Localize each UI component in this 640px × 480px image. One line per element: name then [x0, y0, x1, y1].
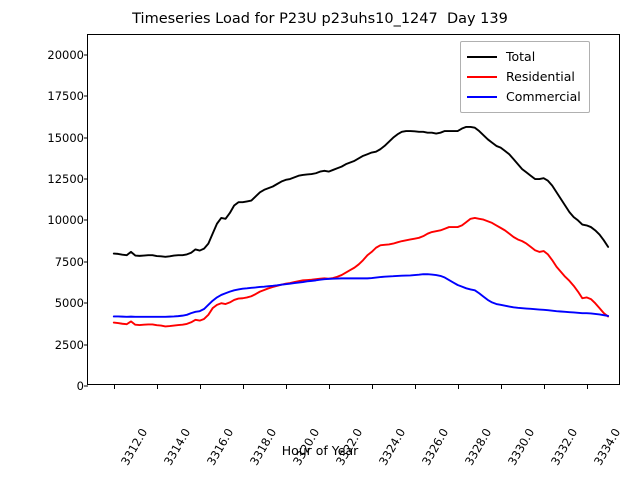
- y-tick-label: 10000: [47, 213, 84, 228]
- x-tick-mark: [457, 384, 459, 389]
- y-tick-mark: [83, 344, 88, 346]
- series-line-total: [112, 125, 610, 258]
- legend-swatch-residential-icon: [467, 76, 497, 78]
- legend-item-residential: Residential: [467, 67, 581, 87]
- y-tick-label: 2500: [54, 337, 84, 352]
- x-tick-mark: [586, 384, 588, 389]
- legend-item-total: Total: [467, 47, 581, 67]
- plot-lines: [112, 125, 610, 328]
- y-tick-mark: [83, 219, 88, 221]
- y-tick-label: 5000: [54, 296, 84, 311]
- y-tick-label: 20000: [47, 47, 84, 62]
- y-tick-label: 7500: [54, 254, 84, 269]
- series-line-residential: [112, 216, 610, 328]
- legend-swatch-total-icon: [467, 56, 497, 58]
- x-tick-mark: [371, 384, 373, 389]
- legend-label: Residential: [506, 68, 575, 84]
- legend-label: Commercial: [506, 88, 581, 104]
- y-tick-mark: [83, 178, 88, 180]
- legend-swatch-commercial-icon: [467, 96, 497, 98]
- chart-legend: Total Residential Commercial: [460, 41, 590, 113]
- legend-label: Total: [506, 48, 536, 64]
- y-tick-label: 0: [76, 379, 84, 393]
- y-tick-mark: [83, 95, 88, 97]
- series-line-commercial: [112, 273, 610, 318]
- y-tick-label: 15000: [47, 130, 84, 145]
- x-tick-mark: [543, 384, 545, 389]
- y-tick-mark: [83, 385, 88, 387]
- y-tick-label: 12500: [47, 172, 84, 187]
- chart-title: Timeseries Load for P23U p23uhs10_1247 D…: [132, 11, 508, 27]
- x-tick-mark: [199, 384, 201, 389]
- y-tick-mark: [83, 137, 88, 139]
- legend-item-commercial: Commercial: [467, 87, 581, 107]
- x-tick-mark: [156, 384, 158, 389]
- x-tick-mark: [242, 384, 244, 389]
- y-tick-mark: [83, 54, 88, 56]
- y-tick-label: 17500: [47, 89, 84, 104]
- x-tick-mark: [285, 384, 287, 389]
- y-tick-mark: [83, 261, 88, 263]
- x-tick-mark: [500, 384, 502, 389]
- x-axis-label: Hour of Year: [281, 443, 359, 458]
- y-tick-mark: [83, 302, 88, 304]
- x-tick-mark: [414, 384, 416, 389]
- x-tick-mark: [113, 384, 115, 389]
- x-tick-mark: [328, 384, 330, 389]
